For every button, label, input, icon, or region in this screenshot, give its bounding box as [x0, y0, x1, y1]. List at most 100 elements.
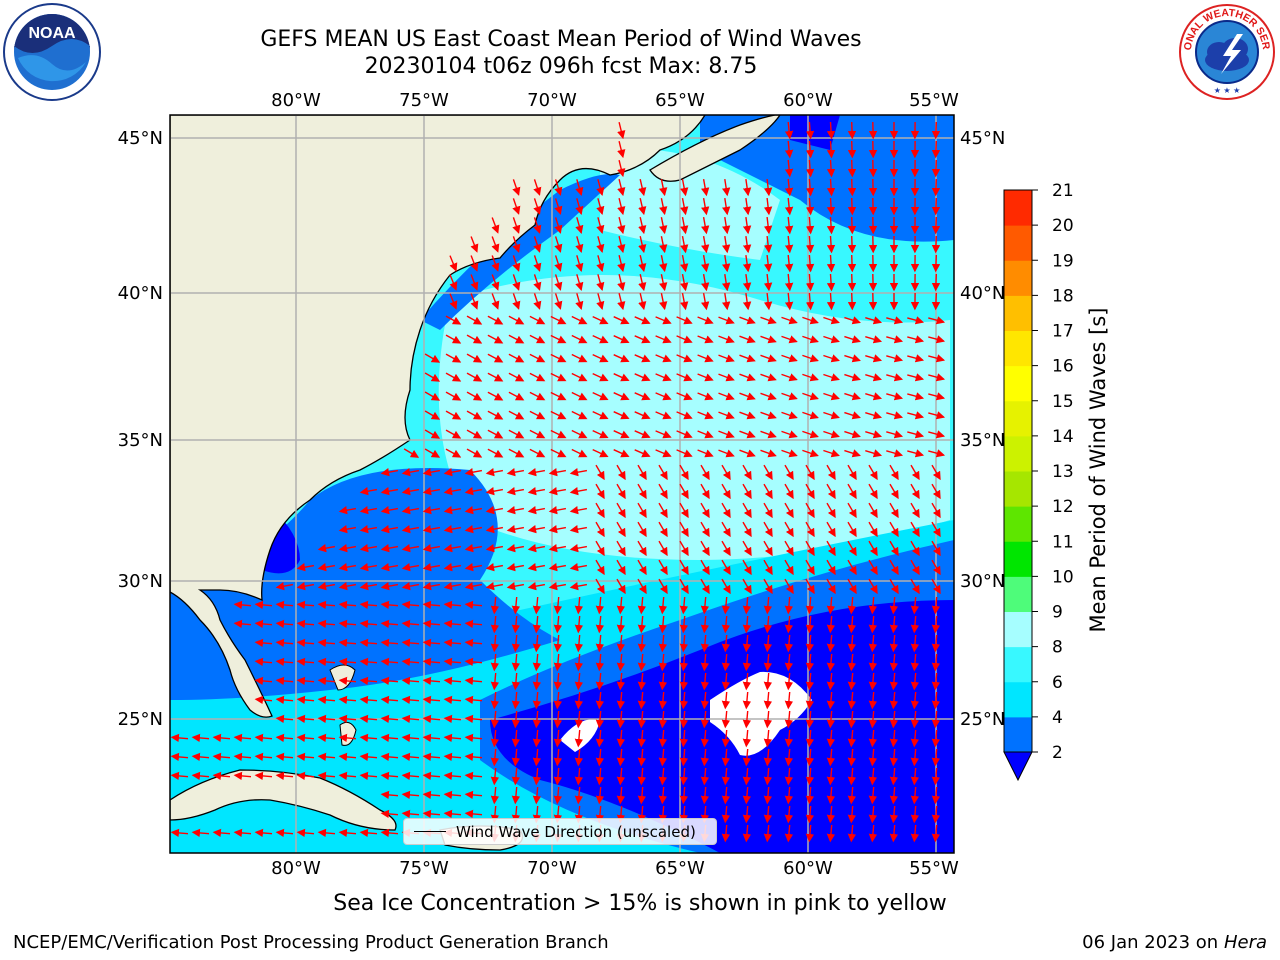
wave-direction-arrow — [847, 824, 857, 843]
wave-direction-arrow — [617, 179, 626, 197]
wave-direction-arrow — [464, 657, 483, 667]
wave-direction-arrow — [826, 197, 836, 216]
wave-direction-arrow — [784, 521, 794, 538]
wave-direction-arrow — [739, 316, 756, 325]
wave-direction-arrow — [658, 464, 668, 481]
wave-direction-arrow — [487, 448, 504, 458]
wave-direction-arrow — [401, 619, 420, 629]
wave-direction-arrow — [466, 429, 483, 439]
wave-direction-arrow — [487, 334, 504, 344]
wave-direction-arrow — [359, 582, 378, 591]
wave-direction-arrow — [424, 448, 441, 458]
wave-direction-arrow — [659, 198, 668, 216]
wave-direction-arrow — [380, 790, 399, 800]
colorbar-tick-label: 17 — [1052, 322, 1074, 342]
wave-direction-arrow — [275, 657, 294, 667]
wave-direction-arrow — [532, 767, 542, 786]
wave-direction-arrow — [701, 235, 710, 254]
wave-direction-arrow — [637, 559, 647, 576]
wave-direction-arrow — [485, 468, 504, 477]
wave-direction-arrow — [637, 540, 647, 557]
wave-direction-arrow — [553, 786, 563, 805]
wave-direction-arrow — [655, 354, 672, 363]
wave-direction-arrow — [928, 411, 946, 420]
wave-direction-arrow — [805, 596, 815, 615]
wave-direction-arrow — [533, 255, 542, 272]
wave-direction-arrow — [697, 430, 714, 439]
wave-direction-arrow — [700, 672, 710, 691]
wave-direction-arrow — [317, 733, 336, 743]
wave-direction-arrow — [700, 559, 710, 576]
wave-direction-arrow — [847, 464, 857, 481]
wave-direction-arrow — [826, 710, 836, 729]
wave-direction-arrow — [596, 198, 605, 216]
colorbar-segment — [1004, 295, 1032, 331]
wave-direction-arrow — [596, 274, 605, 292]
wave-direction-arrow — [548, 506, 567, 515]
wave-direction-arrow — [700, 502, 710, 519]
wave-direction-arrow — [763, 521, 773, 538]
wave-direction-arrow — [613, 430, 630, 439]
wave-direction-arrow — [380, 600, 399, 610]
colorbar: 2 4 6 8 9 10 11 12 13 14 15 16 17 18 19 20 21 — [1003, 181, 1074, 782]
wave-direction-arrow — [275, 638, 294, 648]
wave-direction-arrow — [443, 487, 462, 496]
wave-direction-arrow — [529, 391, 546, 401]
wave-direction-arrow — [466, 391, 483, 401]
noaa-logo: NOAA — [3, 3, 101, 101]
colorbar-segment — [1004, 541, 1032, 577]
wave-direction-arrow — [721, 596, 731, 615]
wave-direction-arrow — [907, 316, 925, 325]
wave-direction-arrow — [359, 544, 378, 553]
wave-direction-arrow — [338, 619, 357, 629]
wave-direction-arrow — [550, 429, 567, 439]
wave-direction-arrow — [679, 483, 689, 500]
wave-direction-arrow — [637, 502, 647, 519]
wave-direction-arrow — [847, 292, 857, 311]
wave-direction-arrow — [634, 316, 651, 325]
wave-direction-arrow — [380, 771, 399, 781]
wave-direction-arrow — [742, 729, 752, 748]
wave-direction-arrow — [634, 430, 651, 439]
svg-text:★ ★ ★: ★ ★ ★ — [1214, 86, 1241, 95]
wave-direction-arrow — [511, 691, 521, 710]
wave-direction-arrow — [616, 578, 626, 595]
wave-direction-arrow — [931, 615, 941, 634]
wave-direction-arrow — [679, 559, 689, 576]
wave-direction-arrow — [931, 824, 941, 843]
wave-direction-arrow — [679, 729, 689, 748]
wave-direction-arrow — [847, 483, 857, 500]
wave-direction-arrow — [760, 335, 777, 344]
wave-direction-arrow — [763, 615, 773, 634]
wave-direction-arrow — [317, 619, 336, 629]
lat-label-left: 35°N — [118, 430, 163, 451]
wave-direction-arrow — [445, 353, 462, 363]
wave-direction-arrow — [781, 392, 798, 401]
wave-direction-arrow — [616, 767, 626, 786]
wave-direction-arrow — [928, 430, 946, 439]
wave-direction-arrow — [886, 373, 904, 382]
wave-direction-arrow — [823, 411, 840, 420]
wave-direction-arrow — [574, 615, 584, 634]
wave-direction-arrow — [380, 487, 399, 496]
wave-direction-arrow — [697, 354, 714, 363]
wave-direction-arrow — [592, 429, 609, 439]
wave-direction-arrow — [338, 676, 357, 686]
wave-direction-arrow — [931, 691, 941, 710]
wave-direction-arrow — [532, 615, 542, 634]
wave-direction-arrow — [616, 786, 626, 805]
wave-direction-arrow — [553, 767, 563, 786]
wave-direction-arrow — [823, 316, 840, 325]
wave-direction-arrow — [595, 767, 605, 786]
sea-ice-note: Sea Ice Concentration > 15% is shown in … — [0, 891, 1280, 916]
wave-direction-arrow — [527, 487, 546, 496]
wave-direction-arrow — [910, 502, 920, 519]
wave-direction-arrow — [763, 578, 773, 595]
wave-direction-arrow — [865, 392, 883, 401]
wave-direction-arrow — [254, 657, 273, 667]
wave-direction-arrow — [680, 273, 689, 292]
wave-direction-arrow — [931, 483, 941, 500]
wave-direction-arrow — [511, 710, 521, 729]
colorbar-tick-label: 19 — [1052, 251, 1074, 271]
wave-direction-arrow — [527, 582, 546, 591]
